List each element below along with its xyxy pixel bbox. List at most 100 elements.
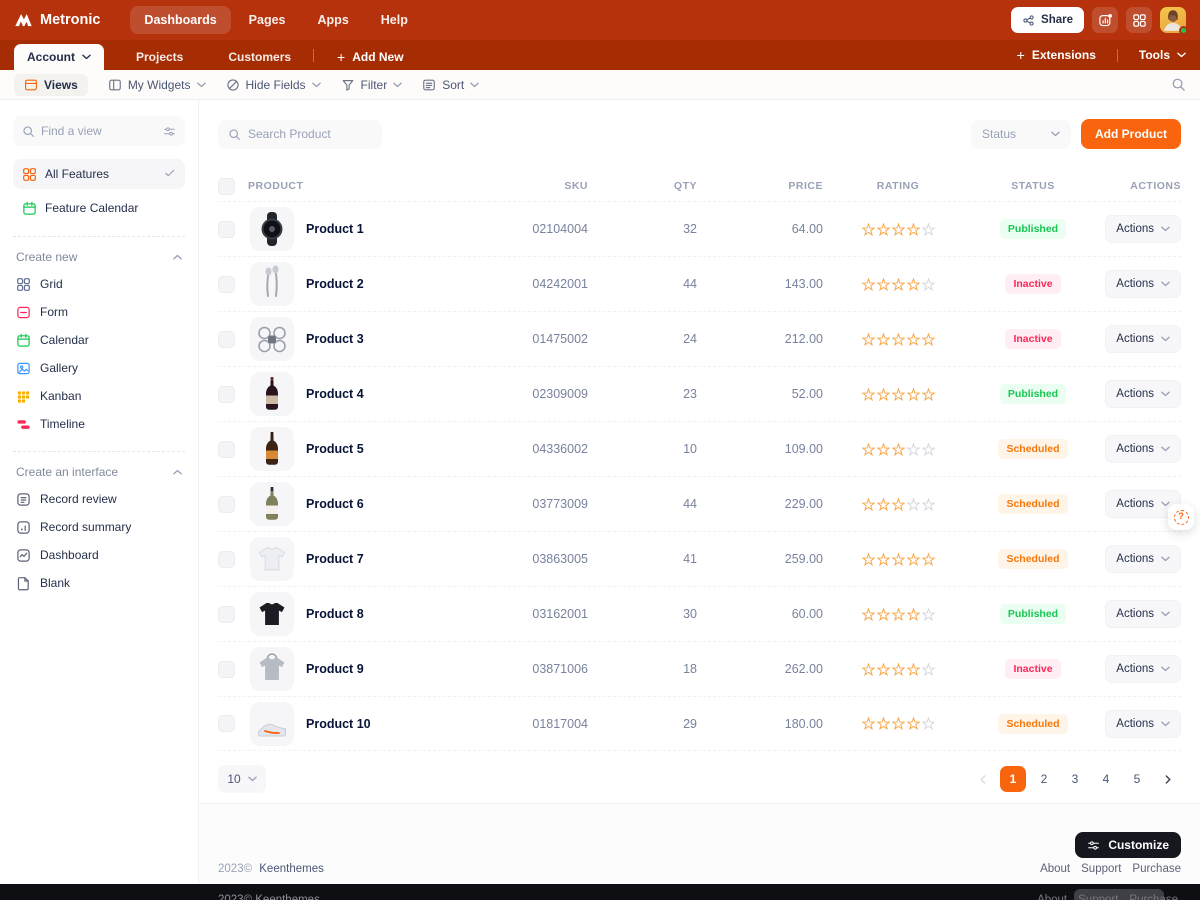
sidebar-item-form[interactable]: Form (13, 298, 185, 326)
product-name[interactable]: Product 7 (306, 552, 364, 566)
product-name[interactable]: Product 9 (306, 662, 364, 676)
nav-apps[interactable]: Apps (317, 13, 349, 27)
row-checkbox[interactable] (218, 385, 235, 403)
row-checkbox[interactable] (218, 495, 235, 513)
page-2-button[interactable]: 2 (1031, 766, 1057, 792)
nav-dashboards[interactable]: Dashboards (130, 6, 231, 34)
row-actions-button[interactable]: Actions (1105, 215, 1181, 243)
company-link[interactable]: Keenthemes (259, 863, 324, 875)
find-view-input[interactable] (41, 124, 157, 138)
product-search[interactable] (218, 119, 382, 149)
avatar[interactable] (1160, 7, 1188, 35)
page-5-button[interactable]: 5 (1124, 766, 1150, 792)
sidebar-view-all-features[interactable]: All Features (13, 159, 185, 189)
product-search-input[interactable] (248, 127, 372, 141)
sidebar-item-record-review[interactable]: Record review (13, 485, 185, 513)
check-icon (165, 169, 175, 176)
row-checkbox[interactable] (218, 605, 235, 623)
row-actions-button[interactable]: Actions (1105, 545, 1181, 573)
product-name[interactable]: Product 1 (306, 222, 364, 236)
sidebar-item-record-summary[interactable]: Record summary (13, 513, 185, 541)
toolbar-filter-button[interactable]: Filter (341, 78, 403, 92)
row-checkbox[interactable] (218, 715, 235, 732)
row-checkbox[interactable] (218, 440, 235, 458)
next-page-button[interactable] (1155, 766, 1181, 792)
row-actions-button[interactable]: Actions (1105, 435, 1181, 463)
section-title-create-new[interactable]: Create new (13, 250, 185, 264)
page-3-button[interactable]: 3 (1062, 766, 1088, 792)
sidebar-item-calendar[interactable]: Calendar (13, 326, 185, 354)
sidebar-view-feature-calendar[interactable]: Feature Calendar (13, 193, 185, 223)
footer-link-support[interactable]: Support (1081, 863, 1122, 875)
add-product-button[interactable]: Add Product (1081, 119, 1181, 149)
page-4-button[interactable]: 4 (1093, 766, 1119, 792)
section-title-create-an-interface[interactable]: Create an interface (13, 465, 185, 479)
row-checkbox[interactable] (218, 330, 235, 348)
row-checkbox[interactable] (218, 220, 235, 238)
help-button[interactable]: ? (1168, 504, 1194, 530)
brand[interactable]: Metronic (14, 11, 100, 30)
extensions-button[interactable]: + Extensions (1017, 48, 1096, 62)
per-page-select[interactable]: 10 (218, 765, 266, 793)
toolbar-views-button[interactable]: Views (14, 73, 88, 96)
column-header-qty[interactable]: QTY (673, 180, 697, 192)
notifications-button[interactable] (1092, 7, 1118, 33)
row-actions-button[interactable]: Actions (1105, 600, 1181, 628)
page-1-button[interactable]: 1 (1000, 766, 1026, 792)
toolbar-search-button[interactable] (1171, 77, 1186, 92)
sidebar-item-grid[interactable]: Grid (13, 270, 185, 298)
product-name[interactable]: Product 2 (306, 277, 364, 291)
sidebar-item-dashboard[interactable]: Dashboard (13, 541, 185, 569)
row-actions-button[interactable]: Actions (1105, 380, 1181, 408)
footer-link-about[interactable]: About (1040, 863, 1071, 875)
sidebar-item-gallery[interactable]: Gallery (13, 354, 185, 382)
sidebar-item-kanban[interactable]: Kanban (13, 382, 185, 410)
toolbar-sort-button[interactable]: Sort (422, 78, 479, 92)
column-header-actions[interactable]: ACTIONS (1130, 180, 1181, 192)
column-header-sku[interactable]: SKU (564, 180, 588, 192)
prev-page-button[interactable] (969, 766, 995, 792)
row-actions-button[interactable]: Actions (1105, 270, 1181, 298)
sidebar-item-blank[interactable]: Blank (13, 569, 185, 597)
row-checkbox[interactable] (218, 275, 235, 293)
tools-label: Tools (1138, 48, 1170, 62)
product-name[interactable]: Product 3 (306, 332, 364, 346)
product-price: 180.00 (784, 716, 823, 731)
product-name[interactable]: Product 6 (306, 497, 364, 511)
product-name[interactable]: Product 4 (306, 387, 364, 401)
row-checkbox[interactable] (218, 660, 235, 678)
row-checkbox[interactable] (218, 550, 235, 568)
column-header-status[interactable]: STATUS (1011, 180, 1055, 192)
toolbar-my-widgets-button[interactable]: My Widgets (108, 78, 206, 92)
sidebar-item-timeline[interactable]: Timeline (13, 410, 185, 438)
row-actions-button[interactable]: Actions (1105, 325, 1181, 353)
nav-pages[interactable]: Pages (248, 13, 286, 27)
nav-help[interactable]: Help (380, 13, 408, 27)
select-all-checkbox[interactable] (218, 177, 235, 195)
rating-stars (861, 497, 935, 511)
tab-account[interactable]: Account (14, 44, 104, 70)
customize-button[interactable]: Customize (1075, 832, 1181, 858)
avatar-image (1163, 10, 1183, 31)
column-header-product[interactable]: PRODUCT (248, 180, 304, 192)
tab-customers[interactable]: Customers (215, 44, 304, 70)
tab-projects[interactable]: Projects (123, 44, 196, 70)
status-filter-select[interactable]: Status (971, 119, 1071, 149)
toolbar-hide-fields-button[interactable]: Hide Fields (226, 78, 321, 92)
view-settings-icon[interactable] (163, 125, 176, 138)
row-actions-button[interactable]: Actions (1105, 655, 1181, 683)
view-toolbar: Views My Widgets Hide Fields Filter Sort (0, 70, 1200, 100)
footer-link-purchase[interactable]: Purchase (1132, 863, 1181, 875)
product-image (250, 482, 294, 526)
column-header-price[interactable]: PRICE (788, 180, 823, 192)
share-button[interactable]: Share (1011, 7, 1084, 33)
tools-button[interactable]: Tools (1139, 48, 1186, 62)
row-actions-button[interactable]: Actions (1105, 709, 1181, 738)
column-header-rating[interactable]: RATING (876, 180, 920, 192)
apps-button[interactable] (1126, 7, 1152, 33)
product-name[interactable]: Product 10 (306, 716, 371, 731)
product-name[interactable]: Product 8 (306, 607, 364, 621)
find-view-search[interactable] (13, 116, 185, 146)
add-new-tab-button[interactable]: + Add New (327, 44, 414, 70)
product-name[interactable]: Product 5 (306, 442, 364, 456)
